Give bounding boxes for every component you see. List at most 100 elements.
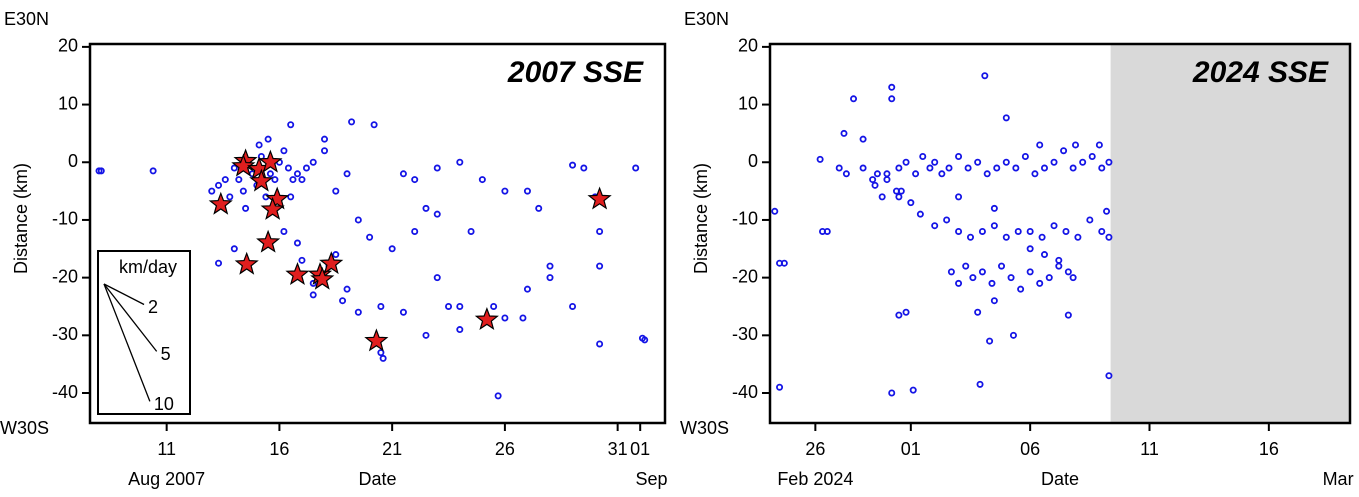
tremor-point (988, 279, 996, 287)
x-tick-label: 16 (269, 439, 289, 459)
star-marker (260, 196, 285, 220)
tremor-point (955, 152, 963, 160)
tremor-point (596, 262, 604, 270)
tremor-point (1103, 207, 1111, 215)
tremor-point (523, 285, 531, 293)
x-axis-title: Date (1041, 469, 1079, 489)
tremor-point (990, 222, 998, 230)
tremor-point (840, 129, 848, 137)
tremor-point (280, 147, 288, 155)
tremor-point (456, 158, 464, 166)
tremor-point (859, 164, 867, 172)
tremor-point (1069, 164, 1077, 172)
tremor-point (943, 216, 951, 224)
tremor-point (366, 233, 374, 241)
tremor-point (221, 176, 229, 184)
tremor-point (287, 121, 295, 129)
tremor-point (293, 170, 301, 178)
x-sublabel: Mar (1323, 469, 1354, 489)
tremor-point (1105, 372, 1113, 380)
tremor-point (964, 164, 972, 172)
tremor-point (966, 233, 974, 241)
tremor-point (1009, 331, 1017, 339)
tremor-point (332, 187, 340, 195)
plot-frame (768, 42, 1352, 425)
tremor-point (895, 311, 903, 319)
tremor-point (916, 210, 924, 218)
y-tick-label: 20 (58, 36, 78, 56)
y-tick-label: -20 (52, 266, 78, 286)
tremor-point (1055, 262, 1063, 270)
tremor-point (1062, 227, 1070, 235)
tremor-point (370, 121, 378, 129)
y-tick-label: -10 (732, 209, 758, 229)
y-tick-label: 0 (748, 151, 758, 171)
tremor-point (1026, 268, 1034, 276)
y-top-label: E30N (4, 9, 49, 29)
tremor-point (1095, 141, 1103, 149)
tremor-point (239, 187, 247, 195)
tremor-point (1074, 233, 1082, 241)
speed-line (103, 283, 158, 352)
tremor-point (467, 227, 475, 235)
tremor-point (919, 152, 927, 160)
tremor-point (309, 291, 317, 299)
tremor-point (993, 164, 1001, 172)
tremor-point (1014, 227, 1022, 235)
tremor-point (271, 176, 279, 184)
tremor-point (1064, 268, 1072, 276)
tremor-point (230, 164, 238, 172)
tremor-point (293, 239, 301, 247)
tremor-point (97, 167, 105, 175)
star-marker (256, 229, 281, 253)
tremor-point (955, 279, 963, 287)
tremor-point (215, 259, 223, 267)
tremor-point (850, 95, 858, 103)
tremor-point (1002, 233, 1010, 241)
y-bottom-label: W30S (0, 418, 49, 438)
tremor-point (348, 118, 356, 126)
y-tick-label: -40 (732, 382, 758, 402)
tremor-point (377, 302, 385, 310)
tremor-point (969, 274, 977, 282)
tremor-point (978, 227, 986, 235)
tremor-point (264, 135, 272, 143)
tremor-point (411, 176, 419, 184)
tremor-point (986, 337, 994, 345)
tremor-point (411, 227, 419, 235)
plot-marks (771, 72, 1113, 397)
x-tick-label: 16 (1259, 439, 1279, 459)
x-tick-label: 21 (382, 439, 402, 459)
tremor-point (1036, 141, 1044, 149)
speed-line (103, 283, 145, 306)
tremor-point (580, 164, 588, 172)
x-tick-label: 01 (901, 439, 921, 459)
tremor-point (912, 170, 920, 178)
tremor-point (981, 72, 989, 80)
y-bottom-label: W30S (680, 418, 729, 438)
tremor-point (501, 314, 509, 322)
tremor-point (354, 308, 362, 316)
y-tick-label: -30 (732, 324, 758, 344)
tremor-point (1050, 158, 1058, 166)
tremor-point (945, 164, 953, 172)
y-tick-label: -10 (52, 209, 78, 229)
tremor-point (596, 340, 604, 348)
x-tick-label: 01 (630, 439, 650, 459)
tremor-point (343, 285, 351, 293)
tremor-point (883, 170, 891, 178)
tremor-point (309, 158, 317, 166)
tremor-point (776, 383, 784, 391)
tremor-point (1105, 158, 1113, 166)
tremor-point (1002, 158, 1010, 166)
panel-title: 2024 SSE (1192, 56, 1329, 89)
y-top-label: E30N (684, 9, 729, 29)
tremor-point (339, 297, 347, 305)
star-marker (208, 191, 233, 215)
tremor-point (1069, 274, 1077, 282)
tremor-point (354, 216, 362, 224)
tremor-point (1026, 245, 1034, 253)
tremor-point (1045, 274, 1053, 282)
tremor-point (501, 187, 509, 195)
tremor-point (546, 274, 554, 282)
